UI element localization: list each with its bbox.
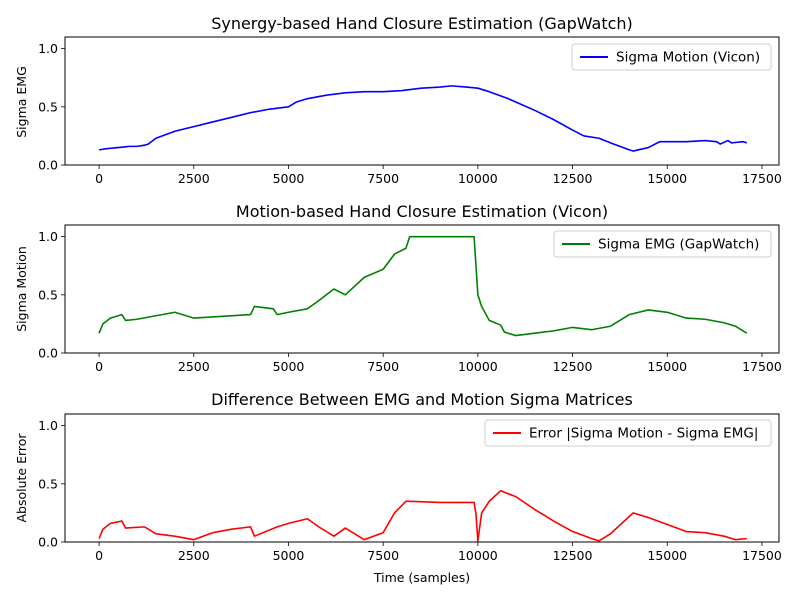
x-tick-label: 0 [95,359,103,374]
x-tick-label: 15000 [647,359,687,374]
axes-frame [64,36,780,166]
x-tick-label: 17500 [742,359,782,374]
x-tick-label: 2500 [178,171,210,186]
legend-box [484,419,772,447]
y-tick-label: 0.5 [38,476,58,491]
x-tick-label: 2500 [178,548,210,563]
x-tick-label: 10000 [458,171,498,186]
subplot-title: Synergy-based Hand Closure Estimation (G… [211,14,633,33]
x-tick-label: 17500 [742,171,782,186]
axes-frame [64,413,780,543]
plot-area [98,235,748,337]
x-tick-label: 17500 [742,548,782,563]
subplot-title: Difference Between EMG and Motion Sigma … [211,390,633,409]
subplot-difference: Difference Between EMG and Motion Sigma … [14,390,782,585]
x-tick-label: 15000 [647,171,687,186]
series-line [98,85,748,152]
x-tick-label: 15000 [647,548,687,563]
y-tick-label: 0.5 [38,99,58,114]
legend-label: Sigma Motion (Vicon) [616,50,760,66]
y-tick-label: 0.0 [38,158,58,173]
series-line [98,489,747,542]
plot-area [98,85,748,152]
series-line [98,235,748,337]
x-tick-label: 7500 [367,171,399,186]
x-tick-label: 2500 [178,359,210,374]
legend: Error |Sigma Motion - Sigma EMG| [484,419,772,447]
x-tick-label: 12500 [553,171,593,186]
x-axis-label: Time (samples) [373,570,470,585]
tick-group: 0 2500 5000 7500 10000 12500 15000 17500 0.0 0.5 1… [38,229,782,374]
x-tick-label: 5000 [273,359,305,374]
legend: Sigma EMG (GapWatch) [553,230,772,258]
y-axis-label: Sigma EMG [14,66,29,138]
y-tick-label: 1.0 [38,229,58,244]
subplot-synergy: Synergy-based Hand Closure Estimation (G… [14,14,782,186]
y-tick-label: 0.5 [38,287,58,302]
x-tick-label: 5000 [273,171,305,186]
y-tick-label: 1.0 [38,41,58,56]
legend-box [571,43,772,71]
y-tick-label: 0.0 [38,346,58,361]
x-tick-label: 12500 [553,548,593,563]
tick-group: 0 2500 5000 7500 10000 12500 15000 17500 0.0 0.5 1… [38,41,782,186]
subplot-title: Motion-based Hand Closure Estimation (Vi… [236,202,608,221]
x-tick-label: 7500 [367,359,399,374]
plot-area [98,489,747,542]
y-axis-label: Absolute Error [14,433,29,523]
x-tick-label: 7500 [367,548,399,563]
subplot-motion: Motion-based Hand Closure Estimation (Vi… [14,202,782,374]
legend-label: Error |Sigma Motion - Sigma EMG| [529,426,758,442]
x-tick-label: 10000 [458,548,498,563]
x-tick-label: 10000 [458,359,498,374]
x-tick-label: 5000 [273,548,305,563]
y-axis-label: Sigma Motion [14,246,29,332]
legend-label: Sigma EMG (GapWatch) [598,237,759,253]
legend-box [553,230,772,258]
x-tick-label: 12500 [553,359,593,374]
axes-frame [64,224,780,354]
y-tick-label: 0.0 [38,535,58,550]
x-tick-label: 0 [95,548,103,563]
legend: Sigma Motion (Vicon) [571,43,772,71]
x-tick-label: 0 [95,171,103,186]
tick-group: 0 2500 5000 7500 10000 12500 15000 17500 0.0 0.5 1… [38,418,782,563]
y-tick-label: 1.0 [38,418,58,433]
